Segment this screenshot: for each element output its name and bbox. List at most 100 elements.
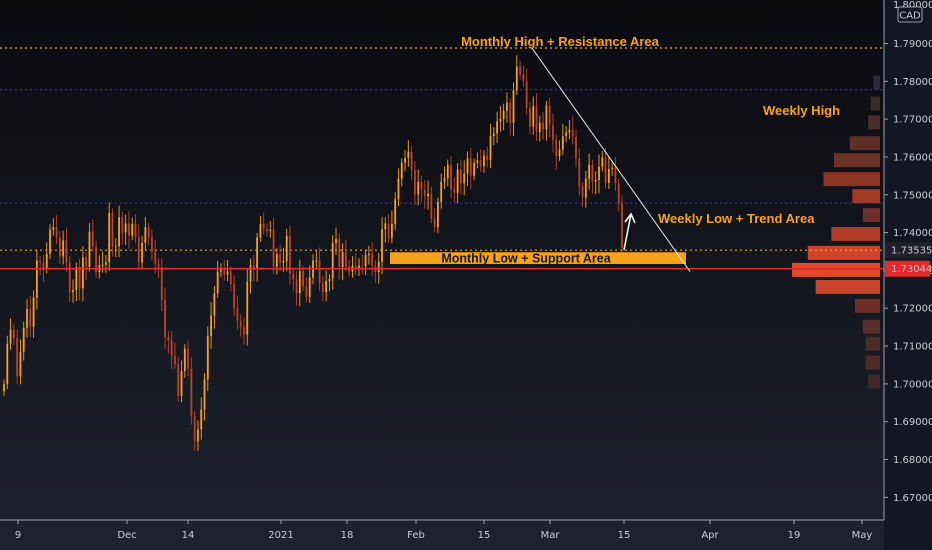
candle-139	[460, 159, 462, 195]
candle-body	[174, 355, 176, 365]
candle-body	[272, 229, 275, 267]
candle-body	[292, 273, 295, 280]
candle-161	[532, 96, 535, 135]
candle-body	[295, 279, 298, 294]
resistance-trendline	[531, 47, 691, 272]
candle-body	[417, 181, 420, 195]
candle-body	[489, 136, 492, 160]
candle-55	[183, 344, 186, 378]
candle-body	[308, 277, 311, 297]
volume-profile-bar-2	[868, 115, 880, 130]
candle-body	[473, 162, 475, 176]
candle-body	[469, 158, 472, 176]
candle-body	[305, 286, 308, 297]
candle-128	[423, 180, 426, 209]
candle-body	[226, 271, 229, 275]
candle-body	[581, 186, 584, 198]
candle-body	[594, 180, 597, 182]
candle-118	[390, 210, 393, 244]
volume-profile-bar-5	[823, 172, 880, 187]
candle-body	[49, 229, 51, 254]
candle-184	[607, 155, 610, 190]
candle-28	[95, 240, 97, 278]
candle-43	[144, 216, 147, 251]
candle-168	[555, 134, 558, 170]
candle-171	[565, 126, 568, 143]
candle-136	[450, 156, 452, 198]
volume-profile-bar-8	[831, 226, 880, 241]
candle-93	[308, 265, 311, 303]
candle-body	[197, 429, 199, 442]
candle-body	[440, 181, 443, 202]
candle-77	[256, 232, 259, 282]
volume-profile	[792, 75, 880, 389]
candle-body	[160, 267, 163, 300]
candle-body	[525, 80, 528, 108]
candle-54	[180, 360, 183, 402]
candle-112	[371, 242, 374, 277]
candle-49	[164, 287, 166, 350]
candle-162	[535, 93, 538, 141]
candle-body	[607, 169, 610, 184]
candle-body	[328, 278, 331, 281]
candle-147	[486, 146, 489, 168]
candle-38	[128, 211, 130, 249]
price-tick-label-top: 1.80000	[893, 0, 932, 11]
time-tick-label: May	[852, 530, 873, 541]
candle-27	[91, 219, 94, 252]
time-axis[interactable]: 9 Dec 14 2021 18 Feb 15 Mar 15 Apr 19 May	[0, 519, 884, 541]
price-axis[interactable]: 1.67000 1.68000 1.69000 1.70000 1.71000 1.720…	[883, 0, 932, 550]
candle-body	[193, 416, 196, 442]
candle-body	[430, 193, 433, 219]
price-tick-label: 1.69000	[893, 417, 932, 428]
candle-21	[72, 279, 74, 303]
candle-body	[561, 136, 564, 150]
candle-156	[515, 55, 518, 95]
candle-body	[361, 265, 364, 267]
candle-135	[446, 159, 449, 187]
candle-body	[164, 299, 166, 338]
candle-157	[519, 61, 521, 80]
candle-body	[538, 122, 541, 132]
candle-body	[476, 160, 479, 163]
currency-badge[interactable]	[897, 6, 923, 23]
current-price-label: 1.73044	[891, 264, 932, 275]
candle-0	[3, 379, 5, 396]
candle-body	[157, 263, 160, 268]
candle-body	[400, 162, 403, 179]
candle-109	[361, 254, 364, 275]
candle-188	[621, 195, 623, 257]
candle-11	[39, 256, 42, 276]
volume-profile-bar-15	[865, 355, 880, 370]
candle-body	[315, 260, 318, 262]
time-tick-label: Mar	[541, 530, 561, 541]
candle-body	[522, 74, 525, 81]
candle-body	[358, 265, 360, 269]
candle-body	[499, 119, 502, 122]
candle-61	[203, 373, 206, 421]
candle-body	[496, 121, 498, 134]
candle-body	[453, 189, 456, 193]
candle-body	[275, 254, 278, 267]
candle-83	[275, 247, 278, 275]
candle-body	[236, 307, 239, 321]
candle-body	[6, 343, 9, 384]
candle-84	[279, 244, 282, 272]
volume-profile-bar-6	[852, 189, 880, 204]
candle-body	[460, 169, 462, 184]
candle-149	[492, 127, 495, 146]
candle-46	[154, 240, 157, 274]
candle-body	[3, 383, 5, 392]
candle-body	[552, 125, 554, 140]
candle-41	[137, 224, 140, 269]
candle-body	[338, 239, 341, 267]
price-tick-label: 1.68000	[893, 455, 932, 466]
candle-body	[35, 260, 38, 298]
candle-body	[598, 166, 600, 181]
candle-body	[183, 348, 186, 371]
candle-73	[243, 317, 245, 345]
candle-48	[160, 258, 163, 311]
candle-body	[443, 178, 446, 182]
candle-5	[19, 339, 22, 385]
